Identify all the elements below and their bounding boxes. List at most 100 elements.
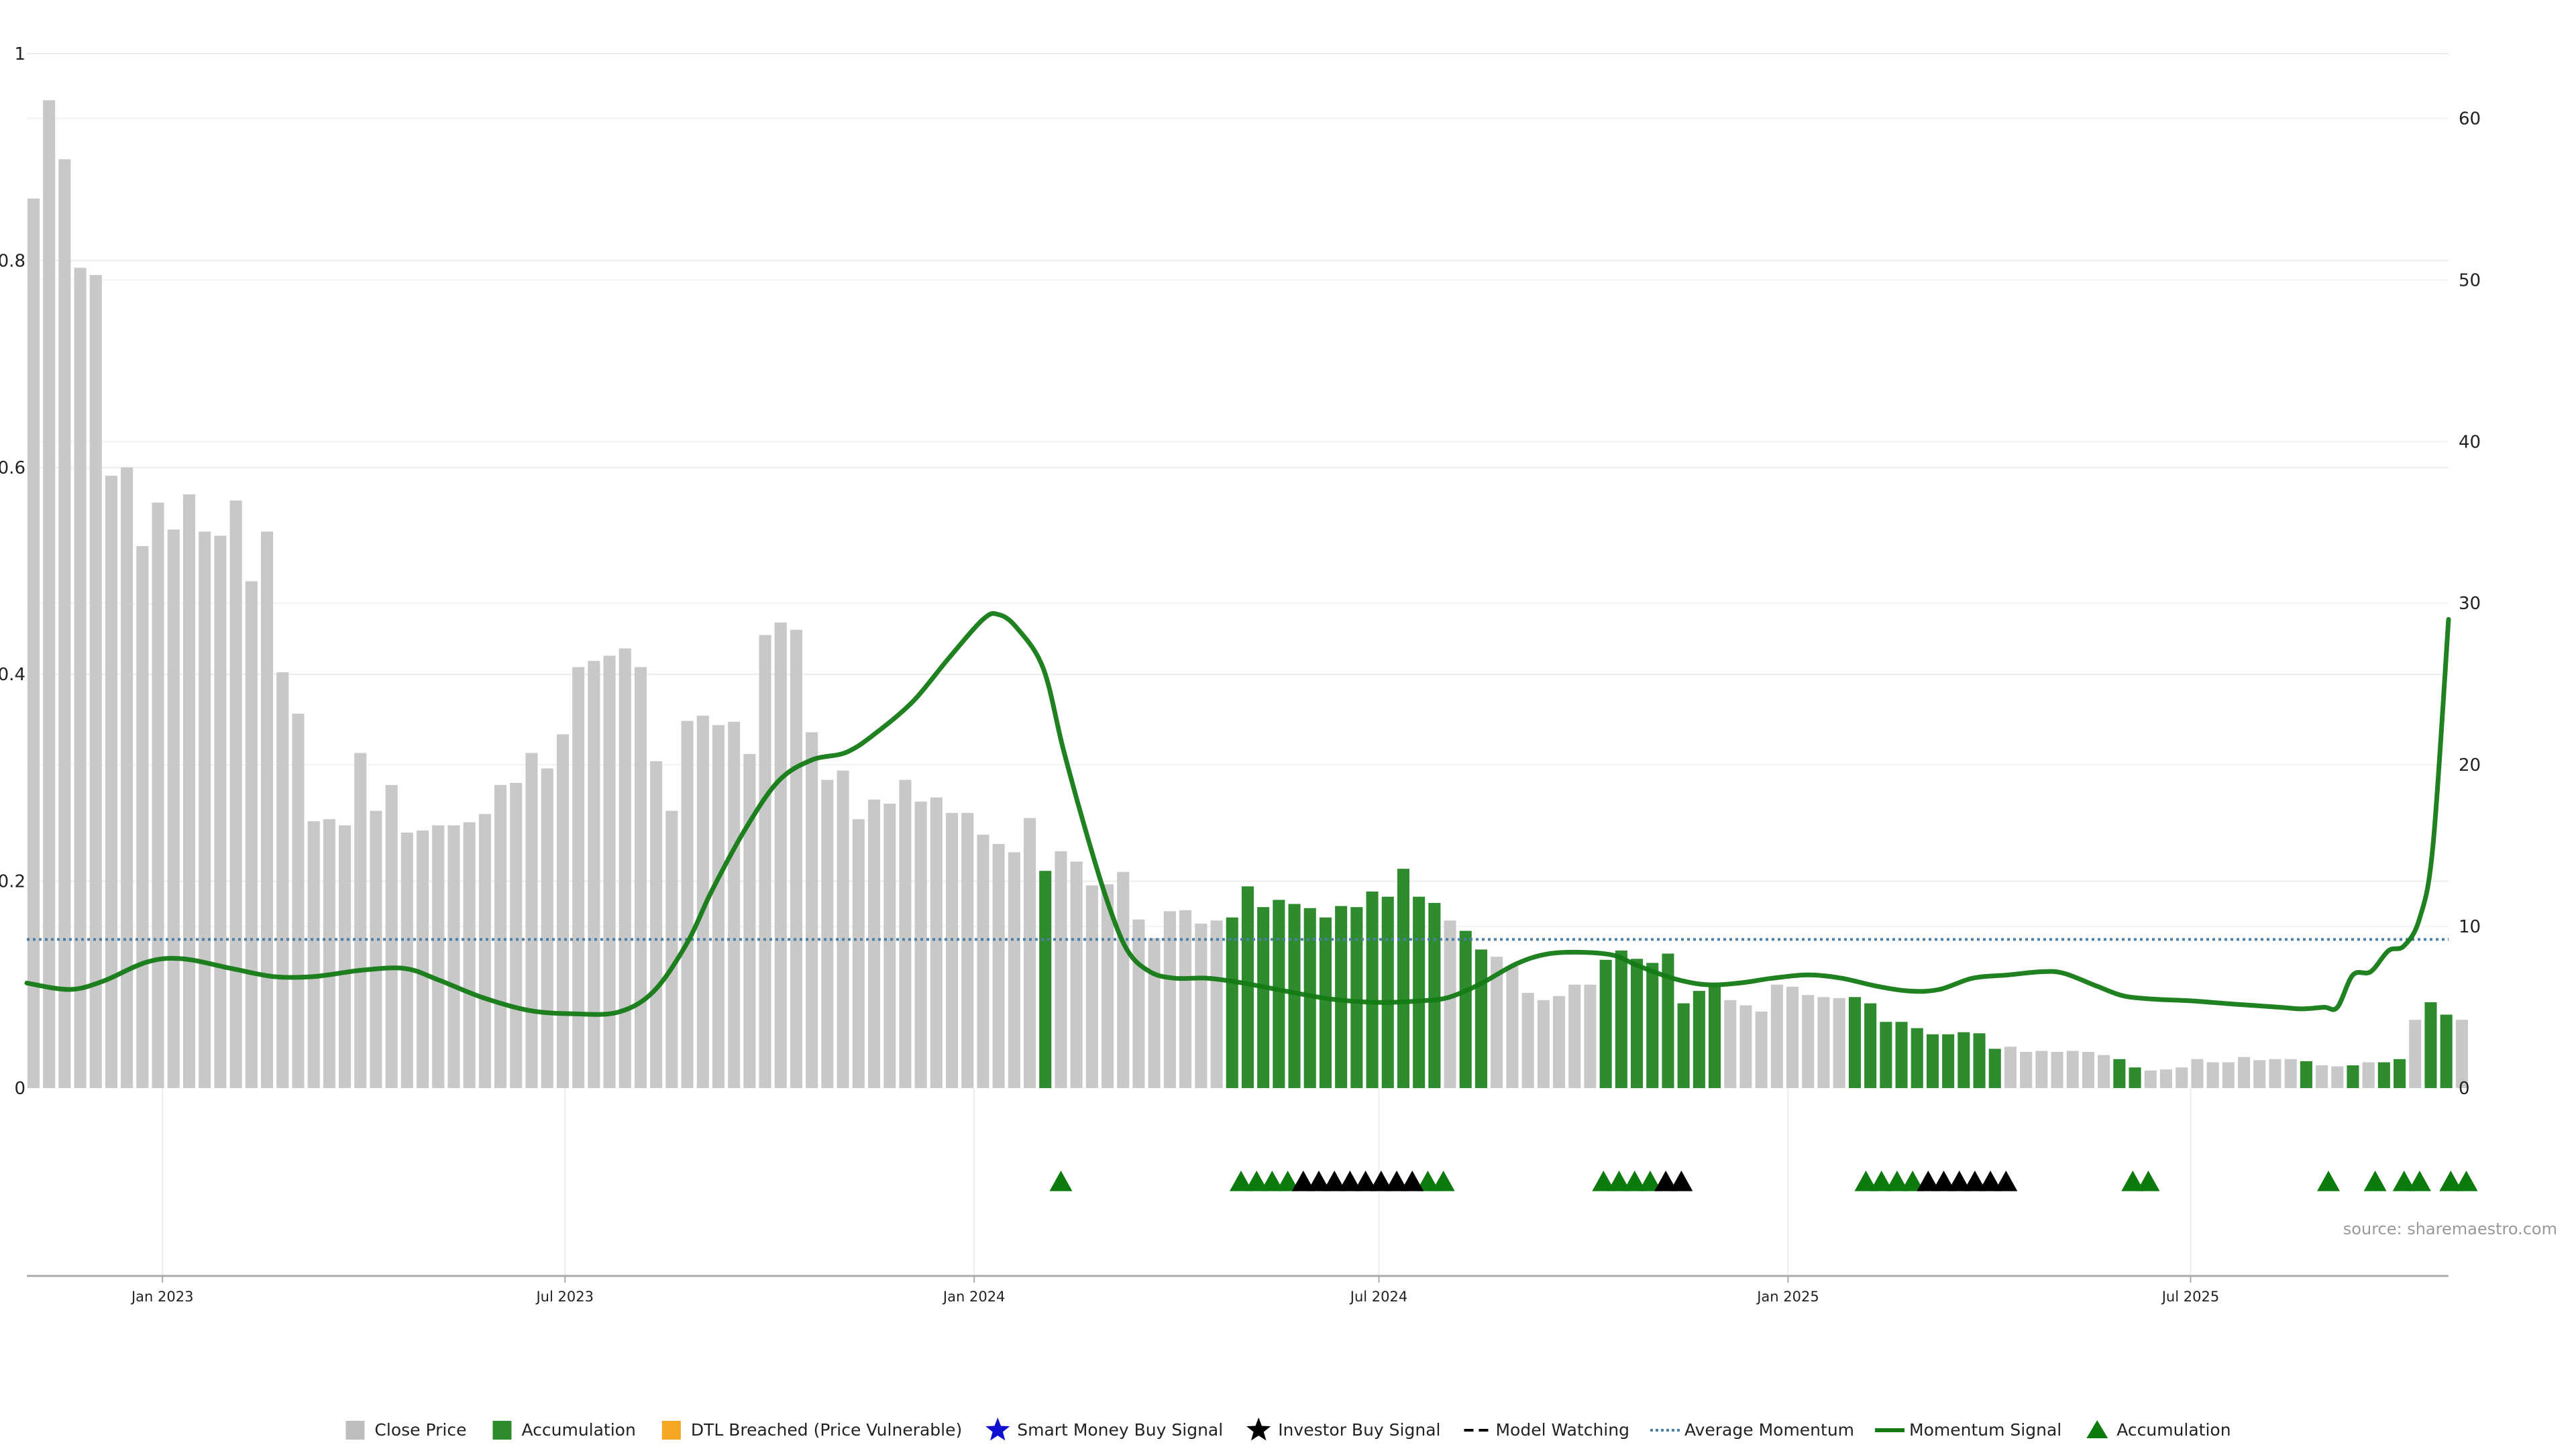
close-price-bar	[1537, 1000, 1550, 1088]
close-price-bar	[307, 821, 320, 1088]
legend-swatch	[661, 1421, 681, 1440]
close-price-bar	[743, 753, 756, 1088]
close-price-bar	[89, 275, 102, 1088]
close-price-bar	[728, 722, 741, 1088]
close-price-bar	[619, 648, 631, 1088]
close-price-bar	[417, 830, 429, 1088]
x-axis: Jan 2023 Jul 2023 Jan 2024 Jul 2024 Jan 2025…	[27, 1275, 2449, 1305]
close-price-bar	[588, 661, 600, 1088]
close-price-bar	[837, 770, 849, 1088]
close-price-bar	[152, 502, 164, 1088]
close-price-bar	[1210, 920, 1223, 1088]
accumulation-bar	[1428, 903, 1441, 1088]
legend-swatch	[345, 1421, 365, 1440]
close-price-bar	[2051, 1052, 2063, 1088]
accumulation-bar	[1366, 892, 1379, 1088]
gridlines	[27, 53, 2449, 1276]
accumulation-bar	[1848, 997, 1861, 1088]
accumulation-bar	[2394, 1059, 2406, 1088]
close-price-bar	[2004, 1046, 2017, 1088]
investor-buy-marker	[1654, 1171, 1678, 1191]
close-price-bar	[525, 753, 538, 1088]
accumulation-bar	[1303, 908, 1316, 1088]
close-price-bar	[930, 797, 943, 1088]
close-price-bar	[852, 819, 865, 1088]
close-price-bar	[946, 812, 959, 1088]
right-axis-tick: 40	[2459, 432, 2481, 452]
close-price-bar	[2362, 1062, 2375, 1088]
close-price-bar	[121, 467, 133, 1088]
close-price-bar	[1102, 884, 1114, 1088]
close-price-bar	[759, 635, 771, 1088]
x-axis-tick: Jan 2024	[942, 1289, 1006, 1305]
x-axis-tick: Jul 2023	[535, 1289, 593, 1305]
accumulation-bar	[1911, 1028, 1923, 1088]
accumulation-bar	[1350, 907, 1363, 1088]
close-price-bar	[2253, 1060, 2266, 1088]
left-axis-tick: 0	[14, 1079, 25, 1099]
close-price-bar	[2066, 1051, 2079, 1088]
close-price-bar	[696, 715, 709, 1088]
close-price-bar	[1817, 997, 1830, 1088]
close-price-bar	[2316, 1065, 2328, 1088]
close-price-bar	[883, 804, 896, 1088]
close-price-bar	[821, 780, 834, 1088]
right-axis: 0 10 20 30 40 50 60	[2459, 109, 2481, 1099]
accumulation-bar	[1226, 917, 1238, 1088]
close-price-bar	[681, 720, 694, 1088]
close-price-bar	[712, 724, 724, 1088]
close-price-bar	[556, 734, 569, 1088]
close-price-bar	[1163, 911, 1176, 1088]
accumulation-bar	[2347, 1065, 2359, 1088]
momentum-signal-path	[24, 610, 2451, 1017]
close-price-bar	[167, 529, 180, 1088]
close-price-bar	[43, 100, 56, 1088]
accumulation-marker	[1638, 1171, 1662, 1191]
investor-buy-marker	[1369, 1171, 1393, 1191]
legend-star-icon	[985, 1417, 1010, 1441]
close-price-bar	[1070, 861, 1083, 1088]
accumulation-marker	[1870, 1171, 1893, 1191]
accumulation-marker	[1049, 1171, 1073, 1191]
legend-label: Model Watching	[1495, 1420, 1629, 1440]
close-price-bar	[1739, 1005, 1752, 1088]
accumulation-bar	[1693, 991, 1705, 1088]
investor-buy-marker	[1947, 1171, 1971, 1191]
close-price-bar	[1755, 1011, 1768, 1088]
close-price-bar	[1506, 966, 1519, 1088]
accumulation-bar	[1397, 869, 1409, 1088]
close-price-bar	[1444, 920, 1456, 1088]
accumulation-marker	[2121, 1171, 2145, 1191]
close-price-bar	[1724, 1000, 1737, 1088]
accumulation-marker	[1260, 1171, 1284, 1191]
left-axis-tick: 0.6	[0, 458, 25, 478]
accumulation-bar	[2377, 1062, 2390, 1088]
accumulation-bar	[1288, 904, 1301, 1088]
x-axis-tick: Jan 2025	[1756, 1289, 1819, 1305]
source-label: source: sharemaestro.com	[2343, 1220, 2557, 1238]
accumulation-marker	[2137, 1171, 2160, 1191]
accumulation-bar	[1273, 900, 1285, 1088]
close-price-bar	[2222, 1062, 2235, 1088]
close-price-bar	[961, 812, 974, 1088]
accumulation-bar	[1957, 1032, 1970, 1088]
accumulation-bar	[1662, 953, 1674, 1088]
right-axis-tick: 0	[2459, 1079, 2470, 1099]
close-price-bar	[2284, 1059, 2297, 1088]
close-price-bar	[1786, 986, 1799, 1088]
close-price-bar	[385, 785, 398, 1088]
investor-buy-marker	[1354, 1171, 1377, 1191]
accumulation-bar	[1335, 906, 1348, 1088]
accumulation-marker	[1229, 1171, 1252, 1191]
accumulation-bar	[2440, 1014, 2453, 1088]
investor-buy-marker	[1963, 1171, 1986, 1191]
accumulation-marker	[2408, 1171, 2431, 1191]
accumulation-bar	[1599, 959, 1612, 1088]
accumulation-bar	[1474, 949, 1487, 1088]
accumulation-bar	[2424, 1002, 2437, 1088]
close-price-bar	[806, 732, 818, 1088]
investor-buy-marker	[1979, 1171, 2002, 1191]
close-price-bar	[74, 268, 87, 1089]
close-price-bar	[1117, 871, 1130, 1088]
close-price-bar	[541, 768, 553, 1088]
